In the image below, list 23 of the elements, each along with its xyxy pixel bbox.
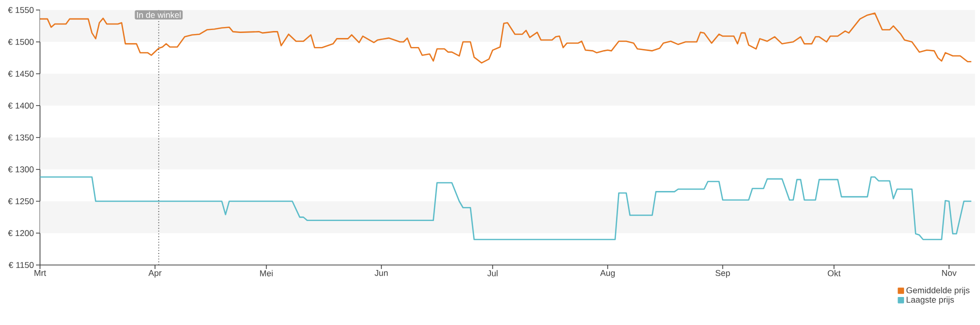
- y-tick-label: € 1500: [8, 38, 34, 45]
- y-tick-label: € 1350: [8, 134, 34, 141]
- y-tick-label: € 1550: [8, 6, 34, 14]
- line-series: [39, 12, 972, 64]
- y-tick-label: € 1250: [8, 198, 34, 204]
- ref-line-label: In de winkel: [137, 12, 181, 18]
- x-tick-label: Nov: [942, 270, 957, 276]
- y-tick-label: € 1150: [8, 262, 34, 268]
- x-tick-label: Okt: [828, 270, 841, 276]
- x-tick-label: Aug: [600, 270, 615, 278]
- x-tick-label: Mei: [260, 270, 273, 276]
- x-tick-label: Jul: [487, 270, 498, 276]
- y-tick-label: € 1450: [8, 70, 34, 77]
- legend-label: Gemiddelde prijs: [906, 287, 970, 295]
- y-tick-label: € 1400: [8, 102, 34, 109]
- legend-label: Laagste prijs: [906, 296, 954, 304]
- x-tick-label: Sep: [716, 270, 730, 278]
- x-tick-label: Mrt: [34, 270, 46, 276]
- line-series: [39, 176, 972, 240]
- y-tick-label: € 1200: [8, 230, 34, 236]
- y-tick-label: € 1300: [8, 166, 34, 172]
- x-tick-label: Apr: [148, 270, 162, 278]
- x-tick-label: Jun: [374, 270, 388, 276]
